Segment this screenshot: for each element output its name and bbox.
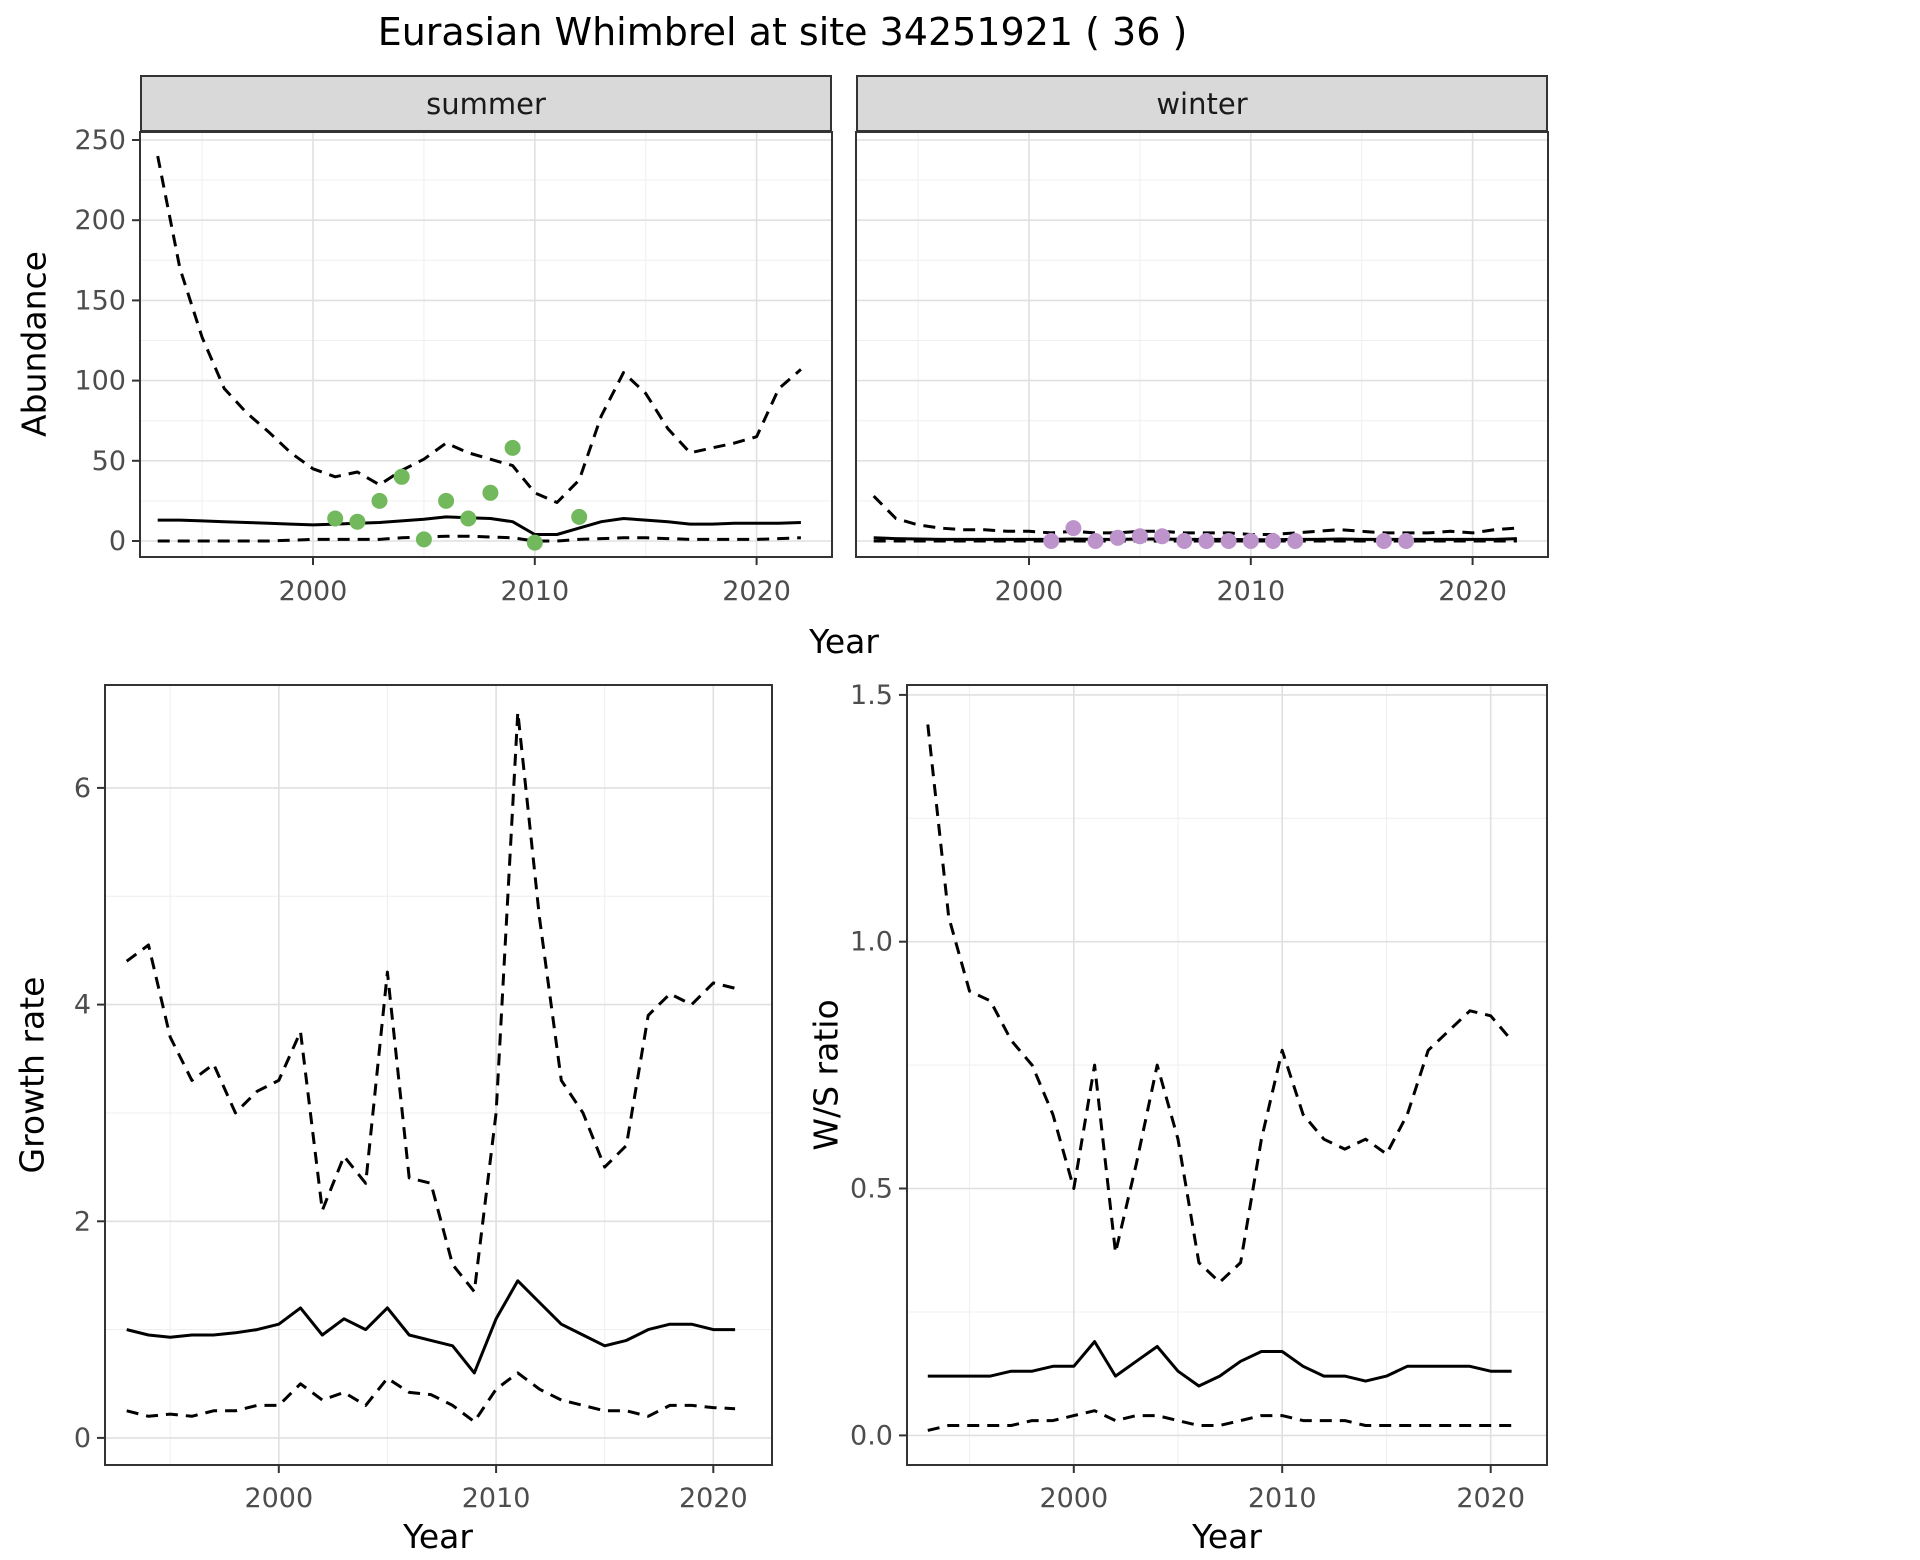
abundance-x-axis-title: Year	[809, 622, 879, 661]
svg-text:1.0: 1.0	[850, 927, 893, 958]
svg-text:1.5: 1.5	[850, 680, 893, 711]
svg-text:2020: 2020	[1456, 1483, 1525, 1514]
ws-ratio-chart: 2000 2010 2020 0.0 0.5 1.0 1.5 W/S ratio Year	[790, 665, 1580, 1560]
svg-text:0.0: 0.0	[850, 1420, 893, 1451]
abundance-facet-chart: 2000 2010 2020 0 50 100 150 200 250 2000 2010 2020 …	[0, 60, 1565, 665]
svg-text:2020: 2020	[1438, 576, 1507, 607]
svg-text:2010: 2010	[1216, 576, 1285, 607]
svg-text:2000: 2000	[995, 576, 1064, 607]
svg-text:2020: 2020	[679, 1483, 748, 1514]
ws-ratio-y-axis-title: W/S ratio	[806, 999, 846, 1151]
svg-text:100: 100	[74, 366, 126, 397]
growth-rate-y-axis-title: Growth rate	[12, 976, 52, 1174]
growth-rate-x-axis-title: Year	[403, 1517, 473, 1556]
facet-strip-summer: summer	[140, 75, 832, 132]
svg-text:150: 150	[74, 285, 126, 316]
svg-text:2010: 2010	[462, 1483, 531, 1514]
svg-text:0.5: 0.5	[850, 1174, 893, 1205]
svg-text:250: 250	[74, 125, 126, 156]
svg-text:0: 0	[74, 1423, 91, 1454]
facet-strip-summer-label: summer	[426, 86, 546, 121]
svg-text:2010: 2010	[1248, 1483, 1317, 1514]
facet-strip-winter-label: winter	[1156, 86, 1248, 121]
svg-text:2: 2	[74, 1206, 91, 1237]
svg-text:2010: 2010	[500, 576, 569, 607]
facet-strip-winter: winter	[856, 75, 1548, 132]
svg-text:4: 4	[74, 990, 91, 1021]
growth-rate-chart-svg: 2000 2010 2020 0 2 4 6	[74, 684, 773, 1514]
svg-text:2020: 2020	[722, 576, 791, 607]
ws-ratio-x-axis-title: Year	[1192, 1517, 1262, 1556]
svg-text:2000: 2000	[244, 1483, 313, 1514]
svg-text:0: 0	[109, 526, 126, 557]
abundance-y-axis-title: Abundance	[14, 251, 54, 437]
svg-text:2000: 2000	[1039, 1483, 1108, 1514]
svg-text:2000: 2000	[279, 576, 348, 607]
abundance-chart-svg: 2000 2010 2020 0 50 100 150 200 250 2000 2010 2020	[74, 125, 1549, 607]
svg-text:6: 6	[74, 773, 91, 804]
chart-title: Eurasian Whimbrel at site 34251921 ( 36 …	[377, 10, 1188, 54]
svg-text:200: 200	[74, 205, 126, 236]
svg-text:50: 50	[92, 446, 126, 477]
growth-rate-chart: 2000 2010 2020 0 2 4 6 Growth rate Year	[0, 665, 790, 1560]
ws-ratio-chart-svg: 2000 2010 2020 0.0 0.5 1.0 1.5	[850, 680, 1548, 1514]
